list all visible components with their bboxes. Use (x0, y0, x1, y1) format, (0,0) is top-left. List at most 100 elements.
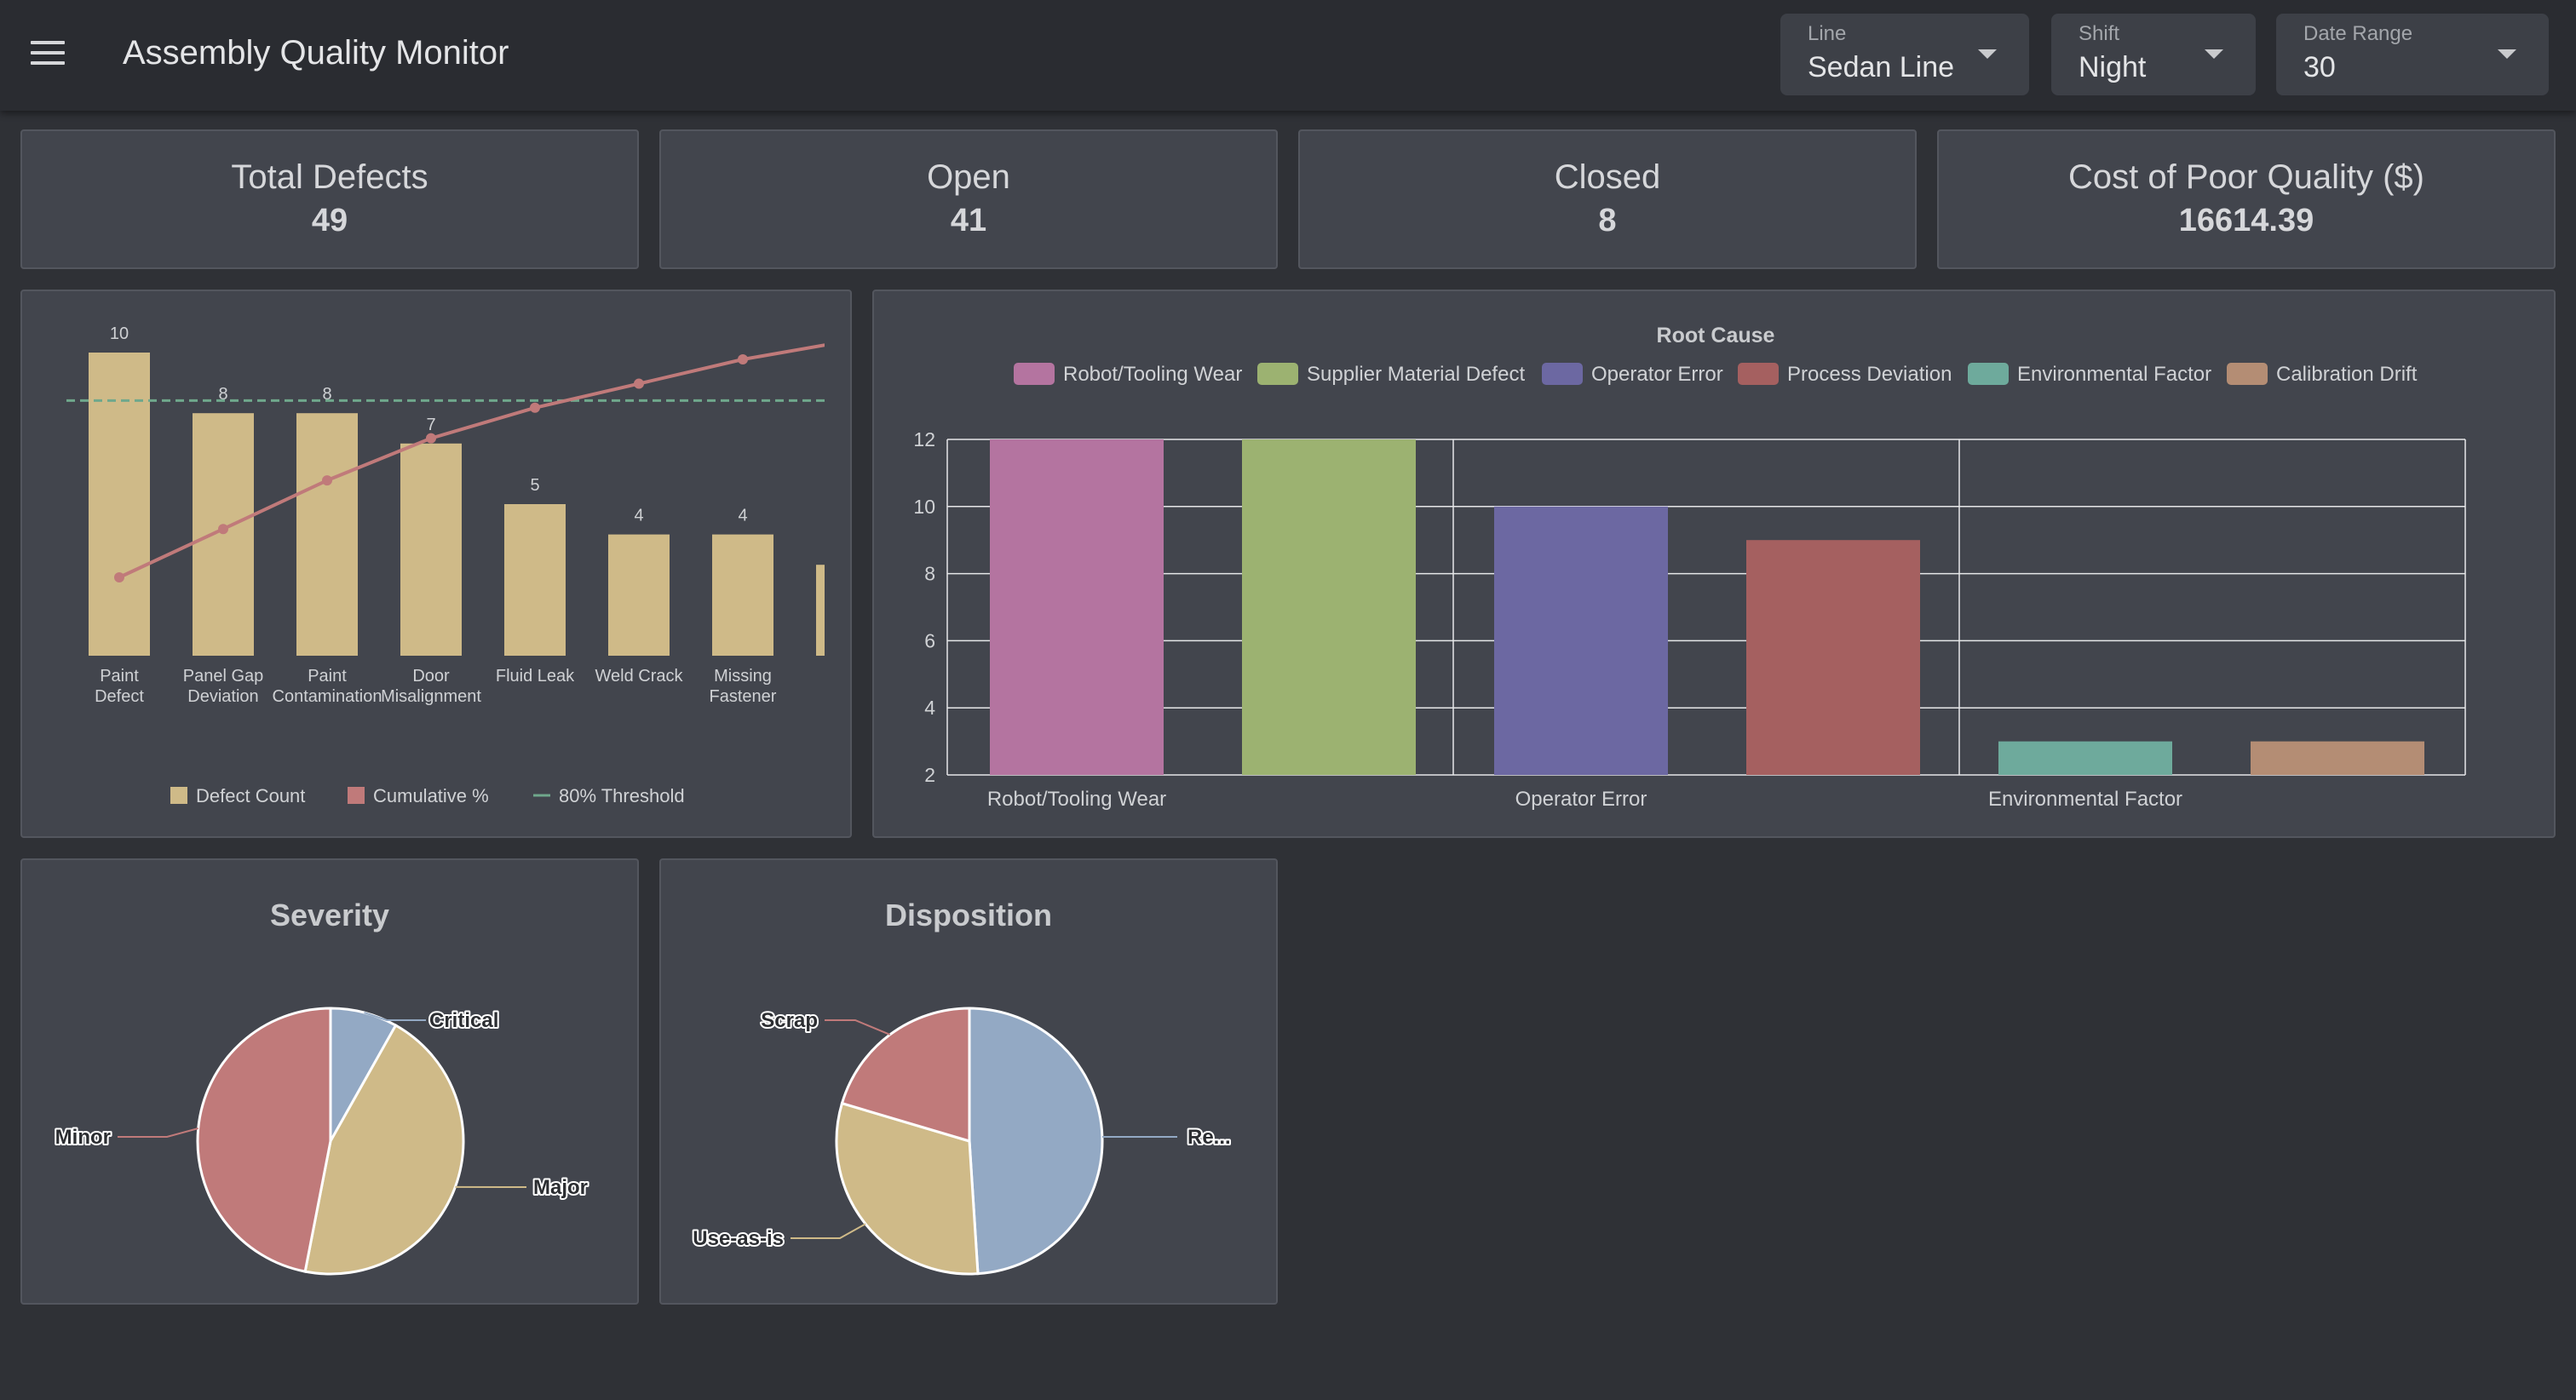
x-tick-label: I (844, 667, 849, 686)
root-cause-bar (2251, 741, 2424, 775)
legend-label: 80% Threshold (559, 785, 685, 806)
pie-slice-label: Major (533, 1176, 588, 1199)
legend-label: Calibration Drift (2276, 363, 2418, 386)
shift-select-value: Night (2079, 51, 2147, 83)
app-bar: Assembly Quality Monitor Line Sedan Line… (0, 0, 2576, 111)
kpi-label: Cost of Poor Quality ($) (2068, 158, 2424, 196)
app-title: Assembly Quality Monitor (123, 34, 509, 72)
x-tick-label: Deviation (187, 687, 258, 706)
cumulative-point (842, 336, 852, 347)
y-tick-label: 4 (924, 697, 935, 719)
y-tick-label: 8 (924, 563, 935, 585)
cumulative-point (634, 378, 644, 389)
kpi-card-total-defects: Total Defects 49 (20, 129, 639, 269)
bar-data-label: 7 (426, 416, 435, 434)
date-range-select-value: 30 (2303, 51, 2336, 83)
y-tick-label: 10 (913, 496, 935, 518)
pie-slice (840, 1007, 971, 1144)
x-tick-label: Paint (308, 667, 347, 686)
defect-count-bar (608, 534, 670, 656)
pie-slice-label: Re... (1187, 1126, 1231, 1149)
date-range-select-label: Date Range (2303, 22, 2413, 45)
date-range-select[interactable]: Date Range 30 (2276, 14, 2549, 95)
x-tick-label: Tri (837, 687, 854, 706)
kpi-label: Open (927, 158, 1010, 196)
defect-count-bar (89, 353, 150, 656)
kpi-label: Closed (1554, 158, 1661, 196)
bar-data-label: 4 (738, 507, 747, 525)
chart-title: Root Cause (1657, 324, 1775, 347)
legend-swatch (1014, 363, 1055, 385)
legend-swatch (348, 787, 365, 804)
root-cause-bar (1746, 540, 1920, 775)
pie-leader-line (364, 1012, 426, 1021)
defect-count-bar (712, 534, 773, 656)
legend-label: Robot/Tooling Wear (1063, 363, 1242, 386)
x-tick-label: Defect (95, 687, 144, 706)
disposition-title: Disposition (885, 898, 1052, 932)
hamburger-menu-icon[interactable] (31, 41, 65, 70)
x-tick-label: Door (412, 667, 450, 686)
kpi-card-closed: Closed 8 (1298, 129, 1917, 269)
root-cause-chart-card: Root Cause Robot/Tooling Wear Supplier Mat… (872, 290, 2556, 838)
pie-slice-label: Minor (55, 1126, 111, 1149)
defect-count-bar (504, 504, 566, 656)
bar-data-label: 8 (322, 385, 331, 404)
kpi-value: 49 (311, 203, 348, 238)
legend-label: Cumulative % (373, 785, 489, 806)
cumulative-point (426, 433, 436, 444)
defect-count-bar (296, 413, 358, 656)
cumulative-point (322, 475, 332, 486)
line-select[interactable]: Line Sedan Line (1780, 14, 2029, 95)
kpi-value: 8 (1598, 203, 1617, 238)
chevron-down-icon (2498, 49, 2516, 59)
kpi-card-open: Open 41 (659, 129, 1278, 269)
legend-swatch (1968, 363, 2009, 385)
kpi-value: 41 (950, 203, 987, 238)
defect-count-bar (193, 413, 254, 656)
disposition-chart-card: Disposition Re... Use-as-is Scrap (659, 858, 1278, 1305)
pie-slice (196, 1007, 332, 1273)
pie-slice (968, 1007, 1104, 1276)
y-tick-label: 2 (924, 764, 935, 786)
cumulative-line (118, 343, 825, 579)
legend-swatch (2227, 363, 2268, 385)
cumulative-point (114, 572, 124, 582)
cumulative-point (738, 354, 748, 364)
x-tick-label: Weld Crack (595, 667, 684, 686)
disposition-pie-chart: Re... Use-as-is Scrap (691, 1007, 1233, 1276)
defect-count-bar (400, 443, 462, 656)
bar-data-label: 8 (218, 385, 227, 404)
pie-slice (835, 1101, 980, 1276)
x-tick-label: Paint (100, 667, 139, 686)
bar-data-label: 5 (530, 476, 539, 495)
x-tick-label: Fluid Leak (496, 667, 575, 686)
x-tick-label: Robot/Tooling Wear (987, 788, 1166, 811)
pie-slice-label: Use-as-is (693, 1227, 784, 1250)
x-tick-label: Panel Gap (183, 667, 264, 686)
kpi-value: 16614.39 (2178, 203, 2314, 238)
y-tick-label: 6 (924, 629, 935, 651)
kpi-label: Total Defects (231, 158, 428, 196)
legend-label: Environmental Factor (2017, 363, 2211, 386)
x-tick-label: Operator Error (1515, 788, 1647, 811)
x-tick-label: Missing (714, 667, 772, 686)
shift-select-label: Shift (2079, 22, 2120, 45)
pie-slice-label: Scrap (761, 1009, 818, 1032)
severity-pie-chart: Critical Major Minor (54, 1007, 589, 1276)
root-cause-bar (990, 439, 1164, 775)
bar-data-label: 10 (110, 324, 129, 343)
cumulative-point (530, 402, 540, 413)
line-select-label: Line (1808, 22, 1847, 45)
y-tick-label: 12 (913, 428, 935, 450)
root-cause-bar (1494, 506, 1668, 775)
pie-leader-line (118, 1127, 198, 1138)
legend-swatch (1542, 363, 1583, 385)
shift-select[interactable]: Shift Night (2051, 14, 2256, 95)
defect-count-bar (816, 565, 825, 656)
pie-slice-label: Critical (429, 1009, 498, 1032)
legend-label: Operator Error (1591, 363, 1723, 386)
legend-label: Process Deviation (1787, 363, 1952, 386)
chevron-down-icon (1978, 49, 1997, 59)
